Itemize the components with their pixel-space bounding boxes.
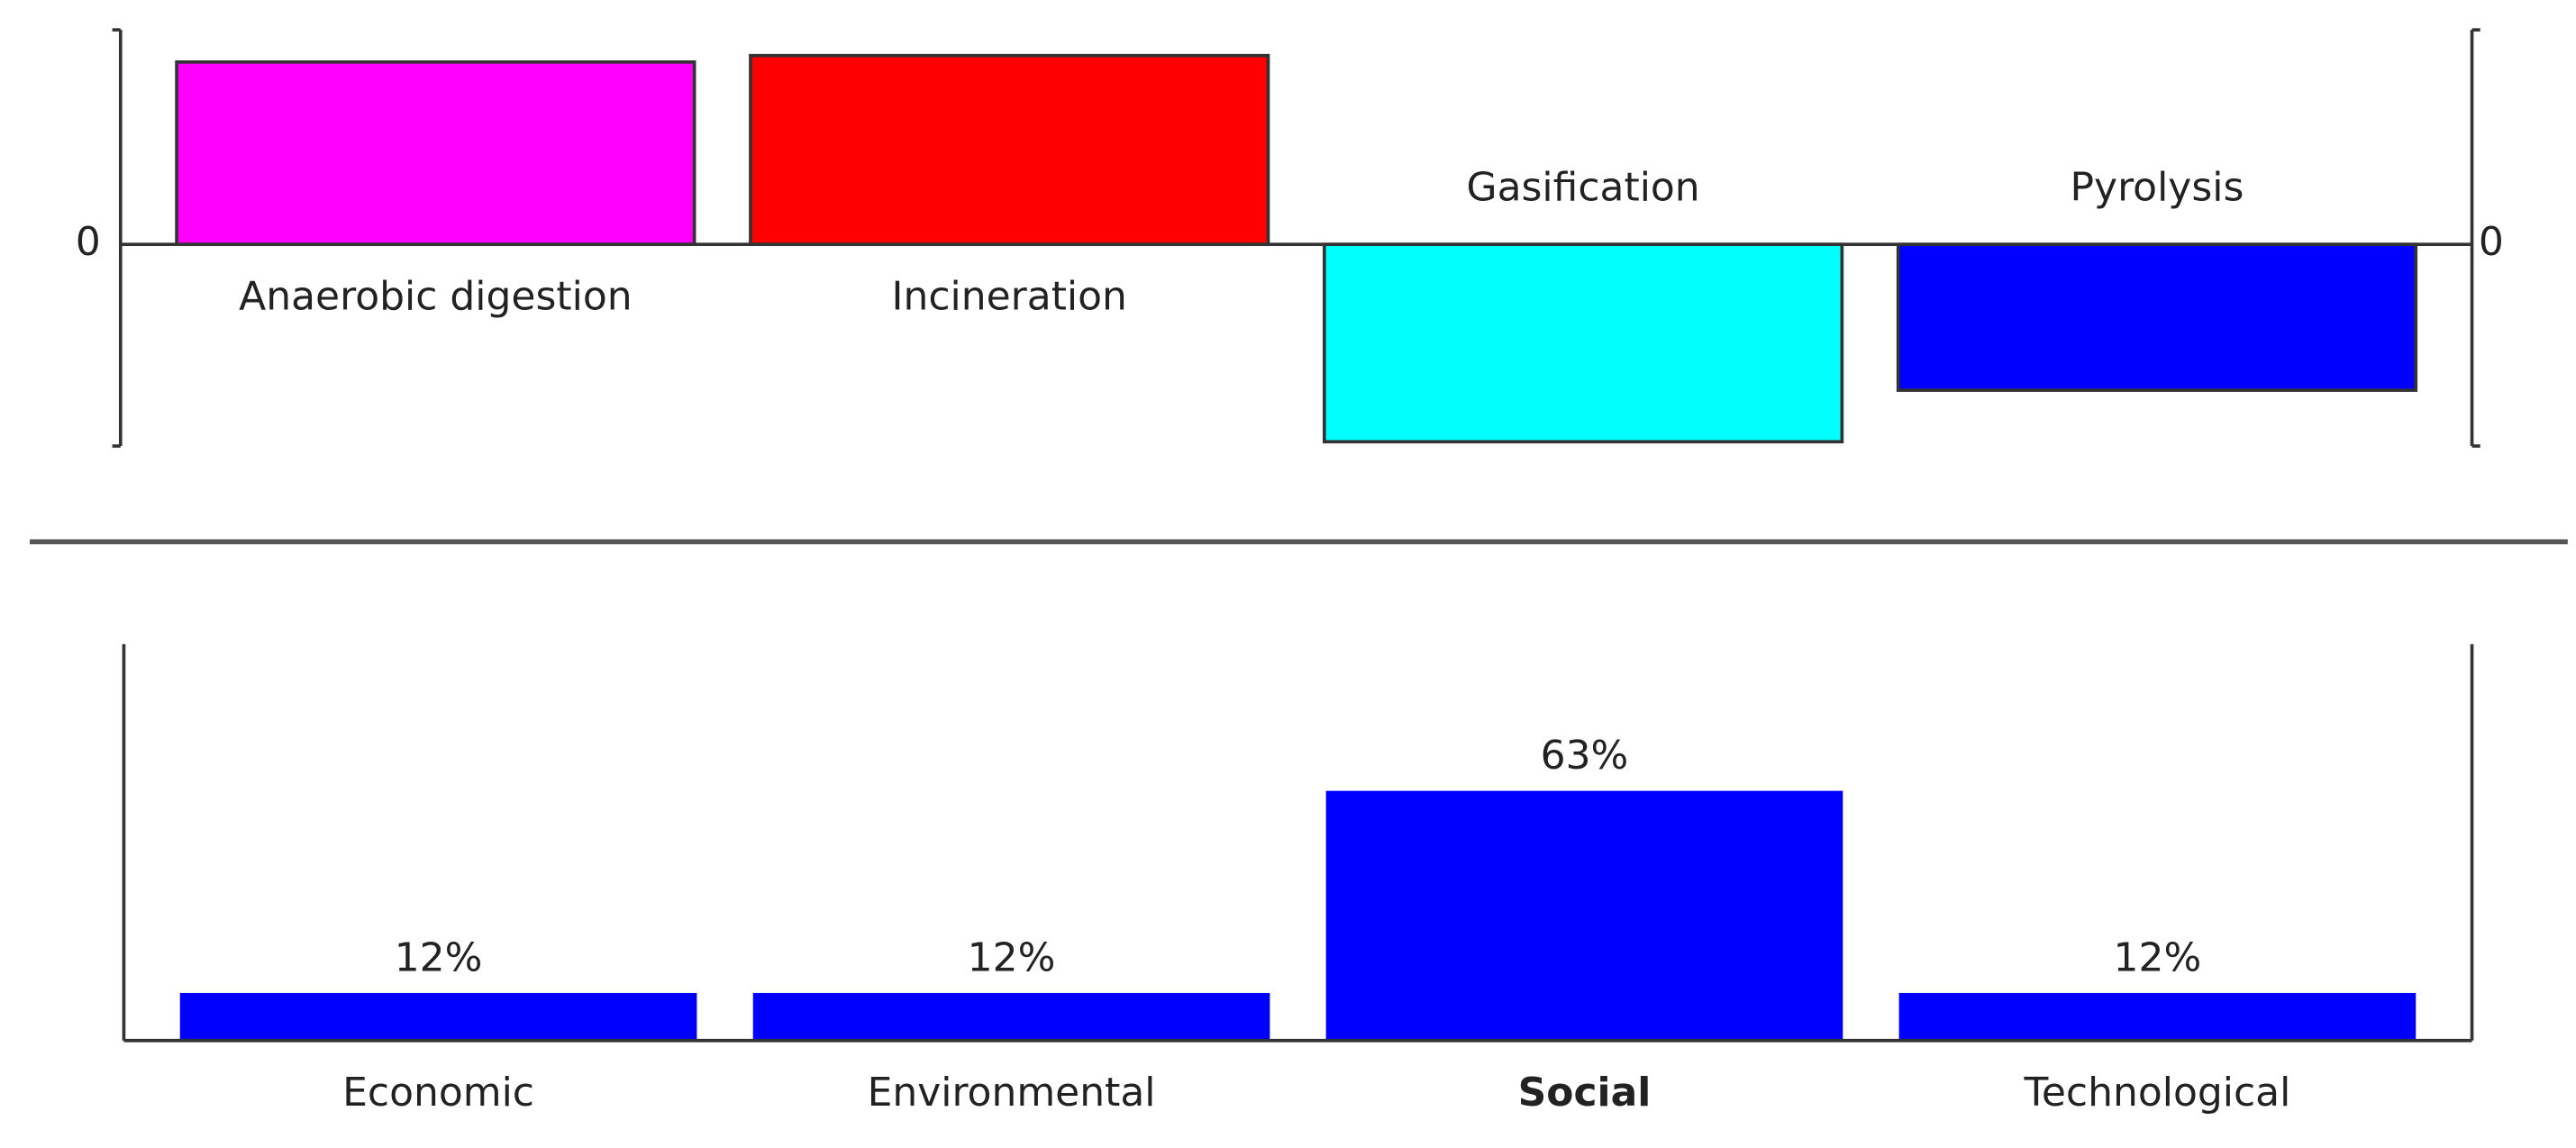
x-tick-label: Economic — [342, 1070, 534, 1116]
value-label: 63% — [1541, 733, 1629, 779]
bar — [1896, 242, 2418, 392]
bar — [175, 60, 696, 247]
x-tick-label: Gasification — [1467, 165, 1700, 211]
x-tick-label: Incineration — [892, 274, 1127, 320]
bar — [752, 992, 1270, 1041]
bar — [1322, 242, 1844, 444]
y-tick-label: 0 — [76, 219, 101, 265]
bar — [749, 53, 1270, 247]
value-label: 12% — [2114, 934, 2202, 980]
x-tick-label: Anaerobic digestion — [239, 274, 632, 320]
x-tick-label: Environmental — [868, 1070, 1156, 1116]
value-label: 12% — [395, 934, 483, 980]
bar — [1898, 992, 2417, 1041]
y-tick-label: 0 — [2479, 219, 2504, 265]
bar — [1325, 790, 1843, 1041]
bar — [179, 992, 697, 1041]
value-label: 12% — [968, 934, 1056, 980]
x-tick-label: Pyrolysis — [2071, 165, 2244, 211]
x-tick-label: Social — [1518, 1070, 1652, 1116]
x-tick-label: Technological — [2023, 1070, 2290, 1116]
